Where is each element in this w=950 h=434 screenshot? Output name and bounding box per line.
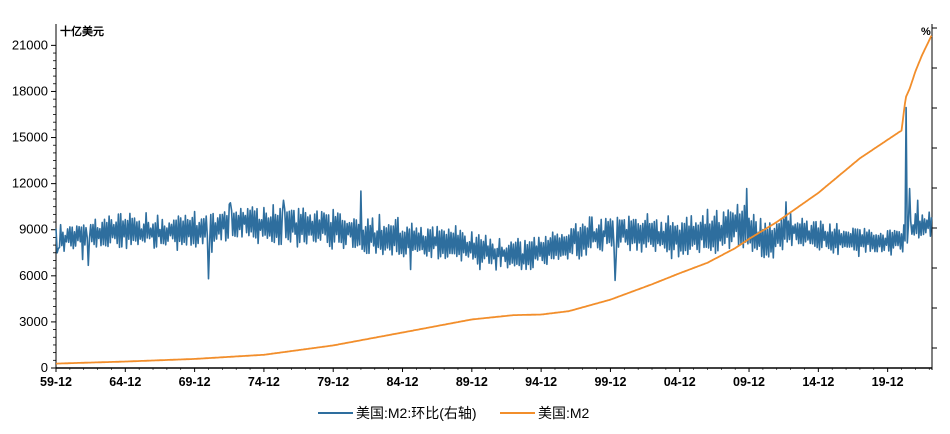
series-m2-mom-line	[55, 106, 933, 282]
series-m2-line	[56, 35, 933, 365]
legend-label-m2: 美国:M2	[538, 405, 590, 421]
x-tick-label: 79-12	[317, 375, 349, 389]
right-axis-unit: %	[921, 26, 931, 38]
y-left-tick-label: 6000	[19, 268, 48, 283]
y-left-tick-label: 3000	[19, 314, 48, 329]
x-tick-label: 84-12	[387, 375, 419, 389]
y-left-tick-label: 0	[41, 360, 48, 375]
y-left-tick-label: 18000	[12, 83, 48, 98]
y-left-tick-label: 12000	[12, 176, 48, 191]
y-left-tick-label: 15000	[12, 130, 48, 145]
x-tick-label: 04-12	[664, 375, 696, 389]
y-left-tick-label: 9000	[19, 222, 48, 237]
legend-label-m2-mom: 美国:M2:环比(右轴)	[356, 405, 477, 421]
x-tick-label: 99-12	[594, 375, 626, 389]
axes-layer: 0 3000 6000 9000 12000 15000 18000 21000 59-12 64…	[12, 24, 937, 389]
left-axis-unit: 十亿美元	[60, 24, 104, 38]
x-tick-label: 14-12	[802, 375, 834, 389]
x-tick-label: 59-12	[40, 375, 72, 389]
series-layer	[55, 35, 933, 365]
x-tick-label: 19-12	[872, 375, 904, 389]
x-tick-label: 09-12	[733, 375, 765, 389]
x-tick-label: 89-12	[456, 375, 488, 389]
x-tick-label: 64-12	[109, 375, 141, 389]
x-tick-label: 69-12	[179, 375, 211, 389]
x-tick-label: 94-12	[525, 375, 557, 389]
x-tick-label: 74-12	[248, 375, 280, 389]
y-left-tick-label: 21000	[12, 37, 48, 52]
legend: 美国:M2:环比(右轴) 美国:M2	[318, 405, 590, 421]
